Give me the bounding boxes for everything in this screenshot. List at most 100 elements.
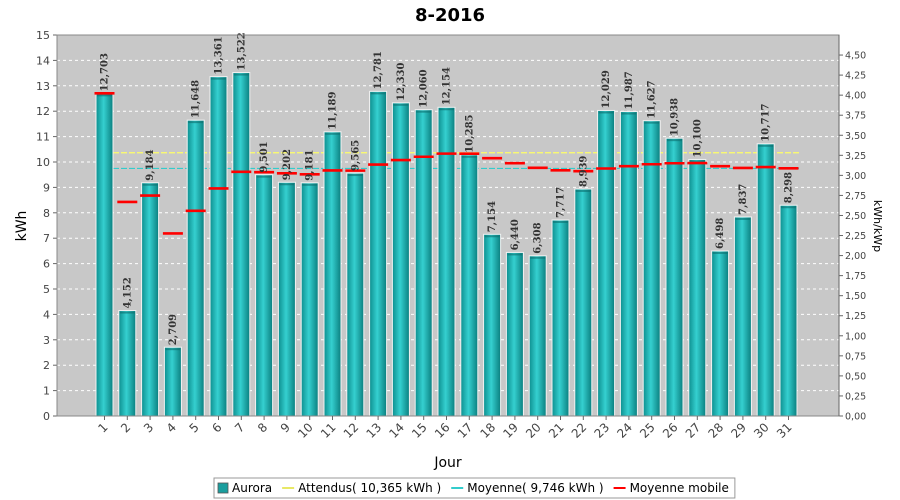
bar <box>255 174 274 417</box>
y-tick-label: 13 <box>36 80 50 93</box>
y-right-tick-label: 0,25 <box>845 391 866 402</box>
bar-top <box>233 73 249 76</box>
value-label: 12,060 <box>419 69 430 107</box>
bar <box>551 219 570 417</box>
bar <box>711 250 730 417</box>
x-tick-label: 9 <box>278 420 293 435</box>
x-tick-label: 5 <box>187 420 202 435</box>
y-tick-label: 8 <box>43 207 50 220</box>
bar-top <box>142 183 158 186</box>
y-right-tick-label: 4,00 <box>845 91 866 102</box>
bar-top <box>507 253 523 256</box>
value-label: 12,781 <box>373 51 384 89</box>
x-tick-label: 19 <box>500 420 521 441</box>
x-tick-label: 23 <box>592 420 613 441</box>
bar <box>528 255 547 417</box>
value-label: 11,627 <box>647 80 658 118</box>
x-tick-label: 7 <box>232 420 247 435</box>
value-label: 10,717 <box>761 103 772 141</box>
value-label: 6,498 <box>715 218 726 249</box>
bar <box>369 90 388 417</box>
bar-top <box>735 217 751 220</box>
bar-top <box>370 92 386 95</box>
y-right-tick-label: 1,75 <box>845 271 866 282</box>
y-right-tick-label: 1,50 <box>845 291 866 302</box>
value-label: 10,938 <box>670 98 681 136</box>
bar-top <box>165 348 181 351</box>
bar-top <box>484 235 500 238</box>
x-tick-label: 16 <box>432 420 453 441</box>
bar <box>300 182 319 417</box>
chart-title: 8-2016 <box>415 5 485 26</box>
bar <box>323 131 342 417</box>
y-right-axis-label: kWh/kWp <box>871 200 884 252</box>
value-label: 8,298 <box>784 172 795 203</box>
y-tick-label: 6 <box>43 258 50 271</box>
bar <box>141 182 160 417</box>
y-tick-label: 11 <box>36 131 50 144</box>
y-tick-label: 10 <box>36 156 50 169</box>
bars <box>95 72 798 417</box>
x-tick-label: 20 <box>523 420 544 441</box>
value-label: 10,285 <box>464 114 475 152</box>
legend-label: Attendus( 10,365 kWh ) <box>298 481 441 495</box>
x-tick-label: 2 <box>118 420 133 435</box>
value-label: 10,100 <box>692 119 703 157</box>
y-tick-label: 4 <box>43 308 50 321</box>
y-tick-label: 9 <box>43 181 50 194</box>
value-label: 9,501 <box>259 141 270 172</box>
bar <box>163 346 182 417</box>
bar-top <box>256 175 272 178</box>
y-right-tick-label: 2,50 <box>845 211 866 222</box>
bar-top <box>119 311 135 314</box>
y-tick-label: 7 <box>43 232 50 245</box>
x-tick-label: 29 <box>728 420 749 441</box>
bar <box>277 181 296 417</box>
value-label: 11,648 <box>191 80 202 118</box>
bar-top <box>279 183 295 186</box>
bar <box>597 109 616 417</box>
moving-average-marks <box>94 92 799 235</box>
value-label: 9,202 <box>282 149 293 180</box>
x-tick-label: 15 <box>409 420 430 441</box>
bar-top <box>621 112 637 115</box>
bar <box>756 143 775 417</box>
bar <box>665 137 684 417</box>
value-label: 11,987 <box>624 71 635 109</box>
bar <box>460 154 479 417</box>
y-tick-label: 1 <box>43 385 50 398</box>
legend-swatch <box>217 482 229 494</box>
y-right-tick-label: 2,25 <box>845 231 866 242</box>
bar-top <box>347 174 363 177</box>
bar-top <box>393 103 409 106</box>
bar-top <box>553 220 568 223</box>
bar-top <box>644 121 660 124</box>
x-tick-label: 25 <box>637 420 658 441</box>
y-right-tick-label: 3,00 <box>845 171 866 182</box>
legend: Aurora Attendus( 10,365 kWh ) Moyenne( 9,7… <box>213 477 736 499</box>
y-right-tick-label: 3,25 <box>845 151 866 162</box>
x-tick-label: 11 <box>318 420 339 441</box>
y-right-tick-label: 0,75 <box>845 351 866 362</box>
x-tick-label: 4 <box>164 420 179 435</box>
x-tick-label: 6 <box>209 420 224 435</box>
value-label: 8,939 <box>578 156 589 187</box>
bar-top <box>439 108 454 111</box>
value-label: 13,361 <box>214 36 225 74</box>
value-label: 7,717 <box>556 187 567 218</box>
bar <box>619 111 638 417</box>
x-tick-label: 30 <box>751 420 772 441</box>
bar-top <box>712 251 728 254</box>
y-tick-label: 15 <box>36 29 50 42</box>
x-tick-label: 12 <box>341 420 362 441</box>
x-tick-label: 17 <box>455 420 476 441</box>
value-label: 7,837 <box>738 184 749 215</box>
x-tick-label: 14 <box>386 420 407 441</box>
x-tick-label: 10 <box>295 420 316 441</box>
y-right-tick-label: 0,50 <box>845 371 866 382</box>
y-tick-label: 2 <box>43 359 50 372</box>
y-right-tick-label: 3,50 <box>845 131 866 142</box>
legend-box <box>213 477 736 499</box>
y-tick-label: 5 <box>43 283 50 296</box>
